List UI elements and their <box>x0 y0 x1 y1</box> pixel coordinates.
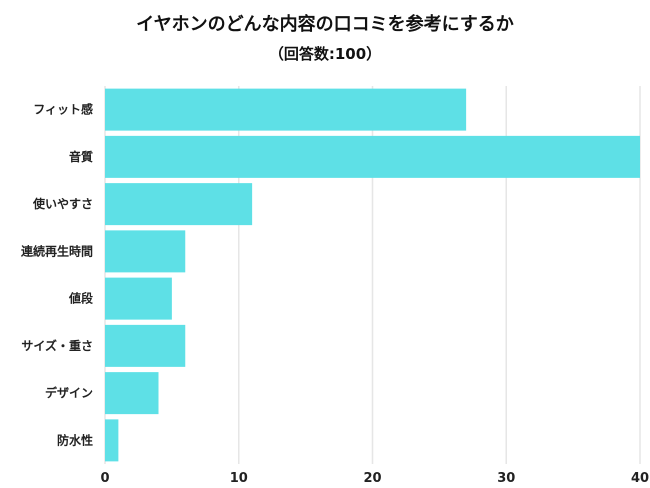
category-label-7: 防水性 <box>57 432 93 447</box>
bar-1 <box>105 135 640 178</box>
x-tick-label-0: 0 <box>100 471 109 486</box>
bar-4 <box>105 277 172 320</box>
bar-3 <box>105 230 186 273</box>
category-label-6: デザイン <box>45 385 93 400</box>
category-label-3: 連続再生時間 <box>21 243 93 258</box>
bar-5 <box>105 324 186 367</box>
bar-0 <box>105 88 467 131</box>
x-tick-label-2: 20 <box>363 471 381 486</box>
x-tick-label-4: 40 <box>631 471 649 486</box>
category-label-2: 使いやすさ <box>32 196 93 211</box>
category-label-0: フィット感 <box>33 102 93 117</box>
bar-7 <box>105 419 119 462</box>
chart-title: イヤホンのどんな内容の口コミを参考にするか <box>136 14 514 35</box>
x-tick-label-1: 10 <box>230 471 248 486</box>
category-label-4: 値段 <box>68 291 94 306</box>
category-label-1: 音質 <box>69 149 93 164</box>
bar-6 <box>105 372 159 415</box>
bar-2 <box>105 183 253 226</box>
x-tick-label-3: 30 <box>497 471 515 486</box>
category-label-5: サイズ・重さ <box>21 338 93 353</box>
chart-subtitle: （回答数:100） <box>268 45 382 63</box>
